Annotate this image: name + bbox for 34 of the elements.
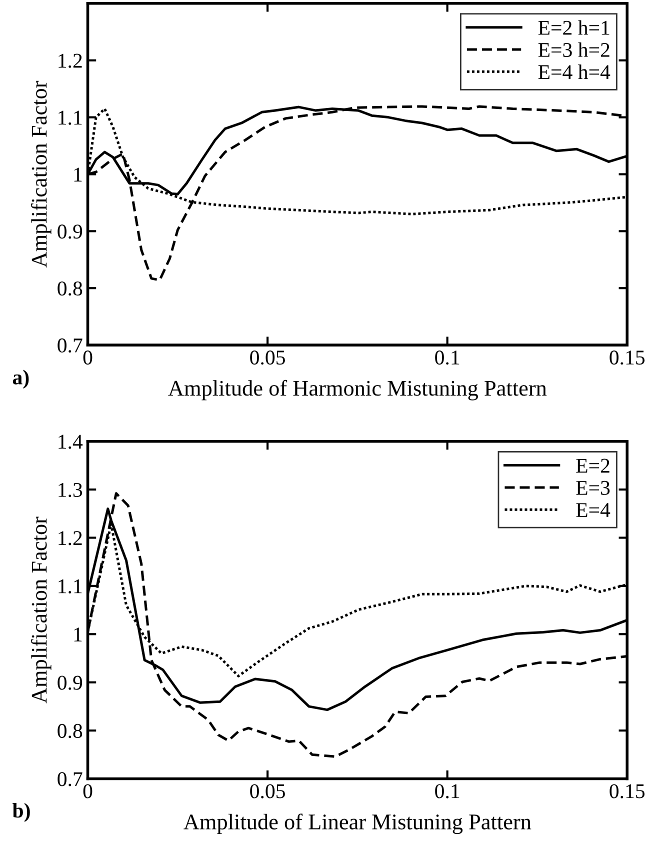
x-tick-label: 0.1 [435, 784, 460, 798]
y-tick-label: 1.2 [58, 531, 82, 546]
x-tick-label: 0.05 [250, 784, 285, 798]
y-tick-label: 1.2 [58, 54, 82, 68]
legend-label: E=2 h=1 [538, 20, 610, 35]
legend-label: E=3 [576, 480, 610, 495]
x-tick-label: 0.15 [610, 784, 645, 798]
legend-label: E=4 h=4 [538, 64, 610, 79]
y-axis-title: Amplification Factor [30, 516, 52, 704]
y-tick-label: 0.9 [58, 676, 82, 690]
legend-label: E=3 h=2 [538, 42, 610, 58]
y-tick-label: 0.9 [58, 224, 82, 239]
x-axis-title: Amplitude of Linear Mistuning Pattern [184, 814, 532, 834]
y-axis-title: Amplification Factor [30, 80, 52, 268]
y-tick-label: 0.7 [58, 338, 82, 353]
legend-label: E=2 [576, 458, 610, 473]
text: b) [12, 803, 30, 822]
x-tick-label: 0.1 [435, 350, 460, 365]
y-tick-label: 0.8 [58, 724, 82, 738]
x-tick-label: 0.15 [610, 350, 645, 365]
y-tick-label: 0.7 [58, 772, 82, 786]
y-tick-label: 1 [74, 168, 82, 182]
y-tick-label: 0.8 [58, 281, 82, 296]
y-tick-label: 1 [74, 628, 82, 642]
x-axis-title: Amplitude of Harmonic Mistuning Pattern [168, 380, 547, 400]
y-tick-label: 1.4 [58, 434, 83, 449]
y-tick-label: 1.1 [58, 110, 82, 125]
text: a) [12, 370, 29, 389]
y-tick-label: 1.3 [58, 482, 82, 498]
legend-label: E=4 [576, 503, 610, 517]
x-tick-label: 0 [83, 784, 92, 798]
y-tick-label: 1.1 [58, 579, 82, 594]
x-tick-label: 0.05 [250, 350, 285, 365]
x-tick-label: 0 [83, 350, 92, 365]
